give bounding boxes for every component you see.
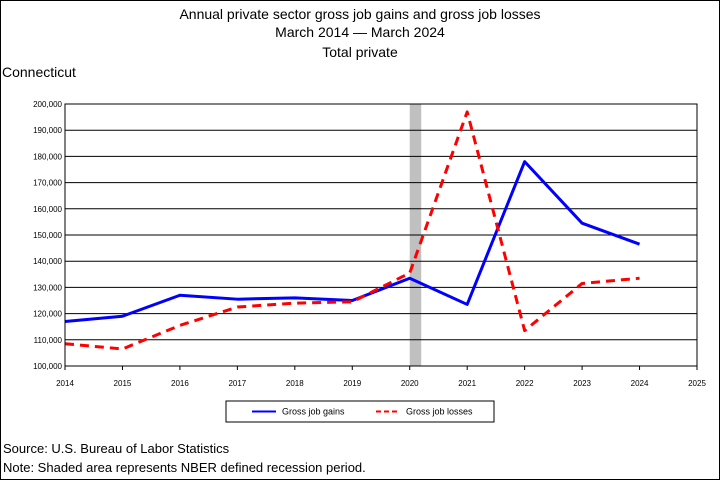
x-tick-label: 2024 [631, 379, 649, 388]
y-tick-label: 160,000 [33, 205, 62, 214]
y-tick-label: 170,000 [33, 179, 62, 188]
legend-box [225, 400, 495, 423]
x-tick-label: 2016 [171, 379, 189, 388]
x-tick-label: 2017 [228, 379, 246, 388]
y-tick-label: 100,000 [33, 362, 62, 371]
x-tick-label: 2019 [343, 379, 361, 388]
y-tick-label: 120,000 [33, 310, 62, 319]
recession-note: Note: Shaded area represents NBER define… [3, 460, 366, 475]
x-tick-label: 2018 [286, 379, 304, 388]
region-label: Connecticut [2, 64, 76, 80]
y-tick-label: 130,000 [33, 283, 62, 292]
x-tick-label: 2014 [56, 379, 74, 388]
x-tick-label: 2023 [573, 379, 591, 388]
x-tick-label: 2025 [688, 379, 706, 388]
chart-title: Annual private sector gross job gains an… [179, 6, 541, 22]
x-tick-label: 2020 [401, 379, 419, 388]
y-tick-label: 200,000 [33, 100, 62, 109]
legend-label-losses: Gross job losses [406, 407, 473, 417]
x-tick-label: 2021 [458, 379, 476, 388]
source-note: Source: U.S. Bureau of Labor Statistics [3, 441, 230, 456]
x-tick-label: 2022 [516, 379, 534, 388]
legend-label-gains: Gross job gains [282, 407, 345, 417]
y-tick-label: 180,000 [33, 152, 62, 161]
y-tick-label: 150,000 [33, 231, 62, 240]
plot-border [64, 103, 698, 367]
y-tick-label: 190,000 [33, 126, 62, 135]
chart-subtitle-dates: March 2014 — March 2024 [275, 24, 445, 40]
x-tick-label: 2015 [114, 379, 132, 388]
gross-job-losses-line [64, 110, 640, 351]
gross-job-gains-line [64, 160, 641, 323]
y-tick-label: 110,000 [34, 336, 63, 345]
chart-subtitle-sector: Total private [322, 44, 398, 60]
y-tick-label: 140,000 [33, 257, 62, 266]
